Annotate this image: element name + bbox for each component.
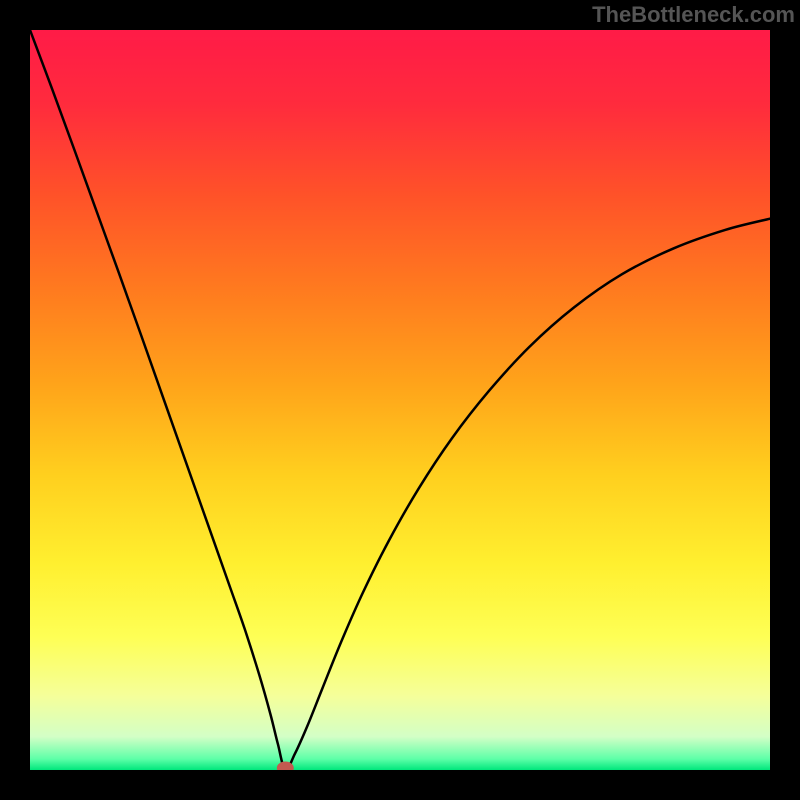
min-marker: [277, 762, 293, 770]
bottleneck-curve: [30, 30, 770, 770]
plot-area: [30, 30, 770, 770]
chart-root: TheBottleneck.com: [0, 0, 800, 800]
watermark-text: TheBottleneck.com: [592, 2, 795, 28]
